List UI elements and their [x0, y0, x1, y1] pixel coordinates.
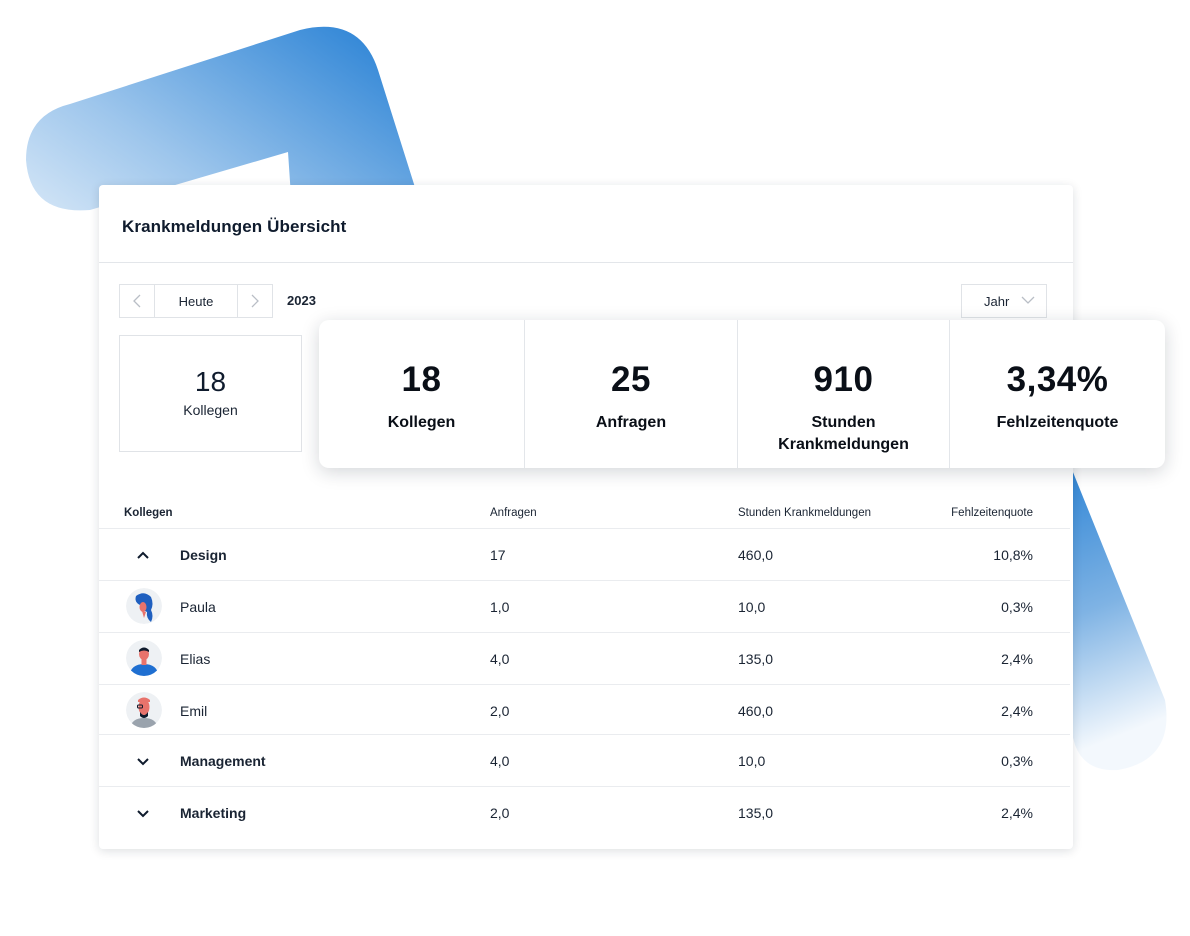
row-rate: 2,4%: [1001, 651, 1033, 667]
chevron-left-icon: [133, 294, 141, 308]
kpi-summary-card: 18 Kollegen 25 Anfragen 910 Stunden Kran…: [319, 320, 1165, 468]
row-hours: 10,0: [738, 599, 766, 615]
kpi-requests: 25 Anfragen: [524, 320, 737, 468]
table-row-group-design[interactable]: Design 17 460,0 10,8%: [99, 528, 1070, 580]
table-row-group-management[interactable]: Management 4,0 10,0 0,3%: [99, 734, 1070, 786]
row-rate: 2,4%: [1001, 703, 1033, 719]
avatar-paula-icon: [126, 588, 162, 624]
row-name: Paula: [180, 599, 216, 615]
summary-card-colleagues: 18 Kollegen: [119, 335, 302, 452]
summary-card-label: Kollegen: [183, 402, 238, 418]
row-rate: 0,3%: [1001, 599, 1033, 615]
kpi-label: Fehlzeitenquote: [996, 414, 1119, 431]
kpi-value: 910: [813, 360, 874, 399]
row-hours: 460,0: [738, 547, 774, 563]
kpi-label: Stunden Krankmeldungen: [778, 414, 909, 453]
today-button[interactable]: Heute: [178, 293, 214, 309]
chevron-down-icon[interactable]: [134, 805, 152, 821]
kpi-hours: 910 Stunden Krankmeldungen: [737, 320, 949, 468]
row-hours: 10,0: [738, 753, 766, 769]
column-header-requests[interactable]: Anfragen: [490, 507, 537, 519]
avatar-elias-icon: [126, 640, 162, 676]
row-hours: 460,0: [738, 703, 774, 719]
chevron-right-icon: [251, 294, 259, 308]
row-hours: 135,0: [738, 805, 774, 821]
column-header-hours[interactable]: Stunden Krankmeldungen: [738, 507, 871, 519]
previous-period-button[interactable]: [120, 285, 155, 317]
column-header-rate[interactable]: Fehlzeitenquote: [951, 507, 1033, 519]
row-name: Design: [180, 547, 227, 563]
row-name: Management: [180, 753, 266, 769]
kpi-value: 25: [611, 360, 651, 399]
sick-notes-overview-panel: Krankmeldungen Übersicht Heute 2023 Jahr…: [99, 185, 1073, 849]
row-requests: 4,0: [490, 753, 510, 769]
row-requests: 2,0: [490, 703, 510, 719]
kpi-label: Kollegen: [387, 414, 456, 431]
row-requests: 2,0: [490, 805, 510, 821]
row-rate: 2,4%: [1001, 805, 1033, 821]
kpi-colleagues: 18 Kollegen: [319, 320, 524, 468]
row-rate: 0,3%: [1001, 753, 1033, 769]
period-select-value: Jahr: [984, 293, 1010, 309]
kpi-value: 3,34%: [1006, 360, 1109, 399]
row-name: Elias: [180, 651, 211, 667]
row-name: Emil: [180, 703, 208, 719]
row-requests: 4,0: [490, 651, 510, 667]
summary-card-value: 18: [194, 366, 227, 397]
row-requests: 1,0: [490, 599, 510, 615]
kpi-absence-rate: 3,34% Fehlzeitenquote: [949, 320, 1165, 468]
row-name: Marketing: [180, 805, 247, 821]
row-rate: 10,8%: [993, 547, 1033, 563]
table-header: Kollegen Anfragen Stunden Krankmeldungen…: [99, 505, 1073, 528]
table-row-person-paula[interactable]: Paula 1,0 10,0 0,3%: [99, 580, 1070, 632]
table-row-person-elias[interactable]: Elias 4,0 135,0 2,4%: [99, 632, 1070, 684]
next-period-button[interactable]: [237, 285, 272, 317]
row-hours: 135,0: [738, 651, 774, 667]
chevron-down-icon[interactable]: [134, 753, 152, 769]
avatar-emil-icon: [126, 692, 162, 728]
date-navigator: Heute: [119, 284, 273, 318]
chevron-up-icon[interactable]: [134, 547, 152, 563]
chevron-down-icon: [1021, 296, 1035, 304]
kpi-value: 18: [401, 360, 442, 399]
kpi-label: Anfragen: [595, 414, 667, 431]
period-select[interactable]: Jahr: [961, 284, 1047, 318]
current-year-label: 2023: [287, 293, 316, 308]
table-row-person-emil[interactable]: Emil 2,0 460,0 2,4%: [99, 684, 1070, 736]
column-header-colleagues[interactable]: Kollegen: [124, 507, 173, 519]
row-requests: 17: [490, 547, 506, 563]
page-title: Krankmeldungen Übersicht: [122, 217, 347, 236]
header-divider: [99, 262, 1073, 263]
table-row-group-marketing[interactable]: Marketing 2,0 135,0 2,4%: [99, 786, 1070, 838]
